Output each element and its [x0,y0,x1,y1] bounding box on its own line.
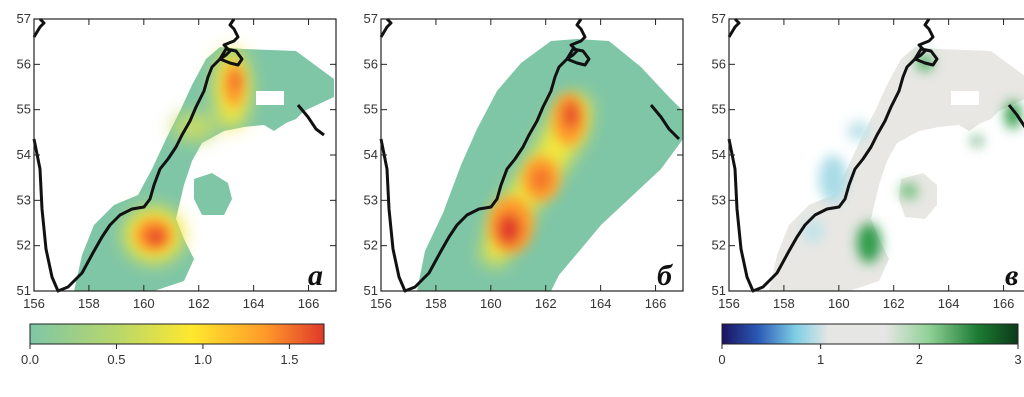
data-isolated-patch [194,173,232,215]
x-tick-label: 166 [993,296,1015,311]
anomaly-peaks [489,93,585,253]
y-tick-label: 53 [712,192,726,207]
y-axis-ticks: 51 52 53 54 55 56 57 [712,11,735,298]
no-data-gap [256,91,284,105]
y-tick-label: 51 [364,283,378,298]
y-tick-label: 54 [17,147,31,162]
x-tick-label: 164 [590,296,612,311]
colorbar-c: 0 1 2 3 [718,323,1022,367]
x-tick-label: 156 [370,296,392,311]
no-data-gap [951,91,979,105]
anomaly-peaks [136,63,244,251]
colorbar-c-gradient [721,323,1019,345]
y-tick-label: 55 [364,102,378,117]
y-tick-label: 51 [17,283,31,298]
colorbar-tick-label: 0 [718,352,725,367]
coastline [379,17,681,293]
y-tick-label: 53 [364,192,378,207]
y-tick-label: 56 [17,56,31,71]
colorbar-tick-label: 1.0 [194,352,212,367]
x-axis-ticks: 156 158 160 162 164 166 [370,19,666,311]
colorbar-tick-label: 0.0 [21,352,39,367]
coastline [32,17,325,293]
x-axis-ticks: 156 158 160 162 164 166 [23,19,319,311]
x-tick-label: 160 [133,296,155,311]
x-tick-label: 158 [773,296,795,311]
panel-letter: а [308,259,323,292]
y-tick-label: 56 [364,56,378,71]
y-axis-ticks: 51 52 53 54 55 56 57 [17,11,336,298]
colorbar-tick-label: 1 [817,352,824,367]
y-tick-label: 51 [712,283,726,298]
x-tick-label: 162 [188,296,210,311]
y-tick-label: 57 [712,11,726,26]
map-panel-b: 156 158 160 162 164 166 51 52 53 54 55 56 57 б [364,11,684,311]
y-tick-label: 55 [712,102,726,117]
y-tick-label: 55 [17,102,31,117]
x-tick-label: 156 [718,296,740,311]
colorbar-c-ticks: 0 1 2 3 [718,344,1022,367]
y-tick-label: 56 [712,56,726,71]
y-tick-label: 54 [712,147,726,162]
colorbar-a-gradient [29,323,325,345]
x-tick-label: 160 [828,296,850,311]
colorbar-tick-label: 1.5 [280,352,298,367]
colorbar-tick-label: 3 [1014,352,1021,367]
y-tick-label: 52 [364,238,378,253]
x-tick-label: 164 [243,296,265,311]
colorbar-tick-label: 0.5 [107,352,125,367]
x-tick-label: 162 [883,296,905,311]
panel-letter: в [1005,259,1018,292]
x-axis-ticks: 156 158 160 162 164 166 [718,19,1014,311]
colorbar-a: 0.0 0.5 1.0 1.5 [21,323,325,367]
y-tick-label: 52 [17,238,31,253]
x-tick-label: 156 [23,296,45,311]
y-tick-label: 54 [364,147,378,162]
y-axis-ticks: 51 52 53 54 55 56 57 [364,11,683,298]
panel-letter: б [657,259,673,292]
x-tick-label: 158 [425,296,447,311]
x-tick-label: 166 [645,296,667,311]
x-tick-label: 158 [78,296,100,311]
x-tick-label: 160 [480,296,502,311]
y-tick-label: 52 [712,238,726,253]
map-panel-c: 156 158 160 162 164 166 51 52 53 54 55 56 57 в [712,11,1024,311]
map-panel-a: 156 158 160 162 164 166 51 52 53 54 55 56 57 а [17,11,337,311]
x-tick-label: 162 [535,296,557,311]
y-tick-label: 57 [364,11,378,26]
coastline [727,17,1024,293]
colorbar-a-ticks: 0.0 0.5 1.0 1.5 [21,344,298,367]
x-tick-label: 164 [938,296,960,311]
x-tick-label: 166 [298,296,320,311]
y-tick-label: 53 [17,192,31,207]
colorbar-tick-label: 2 [916,352,923,367]
data-footprint [769,47,1024,291]
y-tick-label: 57 [17,11,31,26]
ratio-low-areas [803,121,871,243]
